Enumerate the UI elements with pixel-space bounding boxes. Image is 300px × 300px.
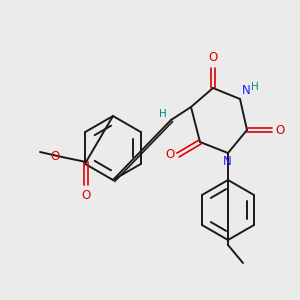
Text: O: O — [275, 124, 284, 136]
Text: O: O — [208, 51, 217, 64]
Text: H: H — [251, 82, 259, 92]
Text: O: O — [81, 189, 91, 202]
Text: N: N — [242, 84, 251, 97]
Text: H: H — [159, 109, 167, 119]
Text: O: O — [51, 151, 60, 164]
Text: N: N — [223, 155, 231, 168]
Text: O: O — [166, 148, 175, 161]
